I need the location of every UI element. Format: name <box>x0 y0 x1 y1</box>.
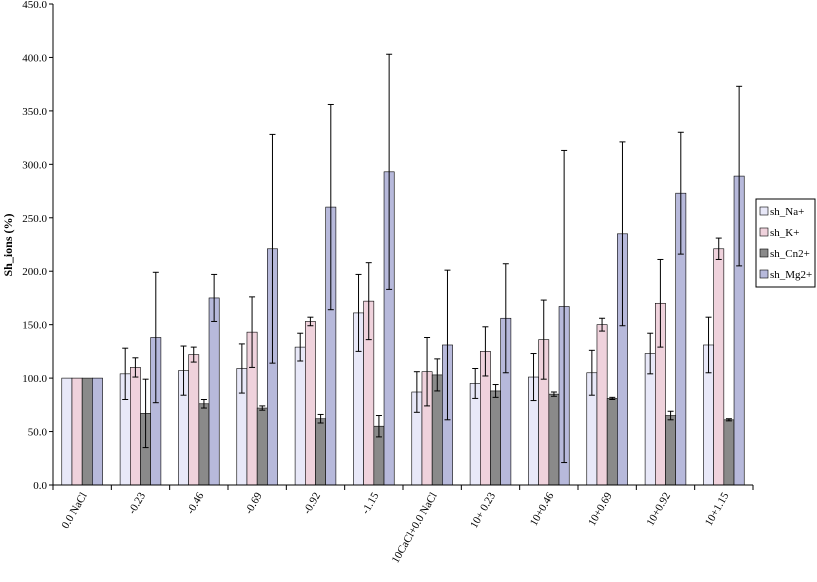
bar <box>188 354 200 486</box>
x-tick-label: -1.15 <box>360 490 382 516</box>
x-tick-label: 10+ 0.23 <box>468 490 498 530</box>
bar <box>130 367 141 486</box>
x-tick-label: 0.0 NaCl <box>60 491 90 531</box>
x-tick-label: -0.46 <box>185 490 207 516</box>
bar <box>294 346 306 486</box>
x-tick-label: 10+0.69 <box>586 490 615 528</box>
y-tick-label: 250.0 <box>22 213 47 225</box>
legend-label: sh_K+ <box>770 227 799 239</box>
y-tick-label: 300.0 <box>22 159 47 171</box>
legend: sh_Na+ sh_K+ sh_Cn2+ sh_Mg2+ <box>755 198 816 288</box>
bar <box>92 377 103 486</box>
legend-label: sh_Cn2+ <box>770 248 810 260</box>
x-tick-label: 10+0.92 <box>644 491 673 529</box>
x-tick-label: 10CaCl+0.0 NaCl <box>390 490 440 565</box>
legend-swatch <box>759 206 769 216</box>
y-axis-label: Sh_ions (%) <box>1 213 15 276</box>
x-tick-label: -0.23 <box>126 490 148 516</box>
y-tick-label: 400.0 <box>22 52 47 64</box>
bar <box>256 407 268 486</box>
bar <box>713 248 725 486</box>
bar <box>596 324 608 486</box>
y-tick-label: 50.0 <box>28 427 48 439</box>
y-tick-label: 350.0 <box>22 106 47 118</box>
bar <box>548 393 560 486</box>
x-tick-label: -0.92 <box>301 491 323 517</box>
bar <box>198 403 210 486</box>
error-bars-layer <box>122 53 743 464</box>
legend-label: sh_Mg2+ <box>770 269 812 281</box>
bar <box>723 419 735 486</box>
legend-swatch <box>759 227 769 237</box>
x-tick-label: -0.69 <box>243 490 265 516</box>
x-tick-label: 10+1.15 <box>703 490 732 528</box>
legend-label: sh_Na+ <box>770 206 804 218</box>
y-tick-label: 0.0 <box>33 480 47 492</box>
bar <box>208 297 220 486</box>
bar <box>61 377 73 486</box>
x-axis: 0.0 NaCl -0.23 -0.46 -0.69 -0.92 -1.15 10CaCl+… <box>52 484 754 565</box>
bar <box>606 398 618 486</box>
y-tick-label: 100.0 <box>22 373 47 385</box>
y-tick-label: 200.0 <box>22 266 47 278</box>
bar <box>665 415 676 486</box>
y-tick-label: 450.0 <box>22 0 47 11</box>
bar <box>304 321 316 486</box>
bar <box>315 418 326 486</box>
y-axis: 0.0 50.0 100.0 150.0 200.0 250.0 300.0 350.0 400… <box>22 0 54 492</box>
x-tick-label: 10+0.46 <box>528 490 557 528</box>
bar <box>71 377 83 486</box>
y-tick-label: 150.0 <box>22 320 47 332</box>
legend-swatch <box>759 269 769 279</box>
bars-layer <box>61 171 745 486</box>
legend-swatch <box>759 248 769 258</box>
bar <box>81 377 93 486</box>
bar <box>490 390 501 486</box>
